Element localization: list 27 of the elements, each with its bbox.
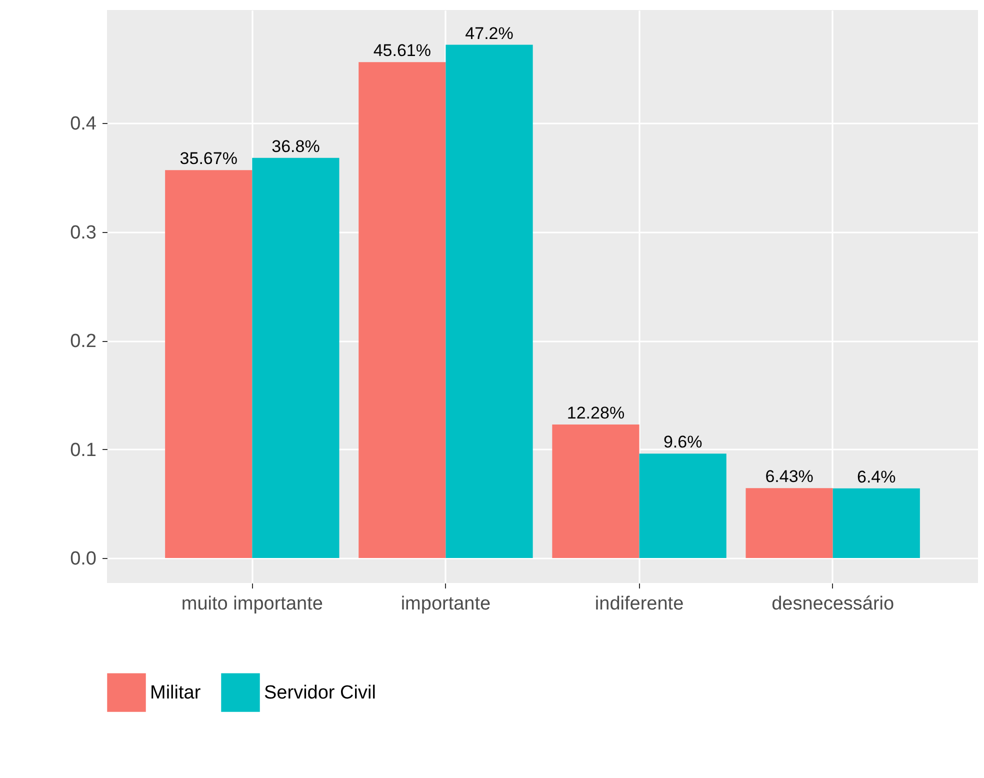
data-label: 36.8% <box>272 136 320 156</box>
data-label: 6.4% <box>857 467 896 486</box>
y-tick-label: 0.0 <box>70 548 96 570</box>
data-label: 45.61% <box>373 41 432 60</box>
bar <box>832 488 920 558</box>
x-tick-label: importante <box>400 594 491 614</box>
bar <box>446 44 533 558</box>
bar <box>165 170 252 558</box>
x-tick-label: muito importante <box>181 594 323 614</box>
data-label: 6.43% <box>765 467 814 486</box>
y-tick-label: 0.2 <box>70 331 96 352</box>
data-label: 9.6% <box>663 432 702 452</box>
y-tick-label: 0.1 <box>70 440 96 461</box>
legend-label: Servidor Civil <box>264 682 376 704</box>
x-tick-label: indiferente <box>594 594 684 614</box>
data-label: 47.2% <box>465 24 514 43</box>
bar <box>252 158 340 558</box>
data-label: 35.67% <box>180 149 238 168</box>
bar <box>552 424 640 558</box>
y-tick-label: 0.4 <box>70 114 97 135</box>
x-tick-label: desnecessário <box>772 594 894 614</box>
data-label: 12.28% <box>566 403 625 422</box>
bar <box>639 454 726 558</box>
y-tick-label: 0.3 <box>70 222 96 244</box>
legend-label: Militar <box>150 682 202 704</box>
bar <box>358 62 446 558</box>
bar <box>746 488 833 558</box>
